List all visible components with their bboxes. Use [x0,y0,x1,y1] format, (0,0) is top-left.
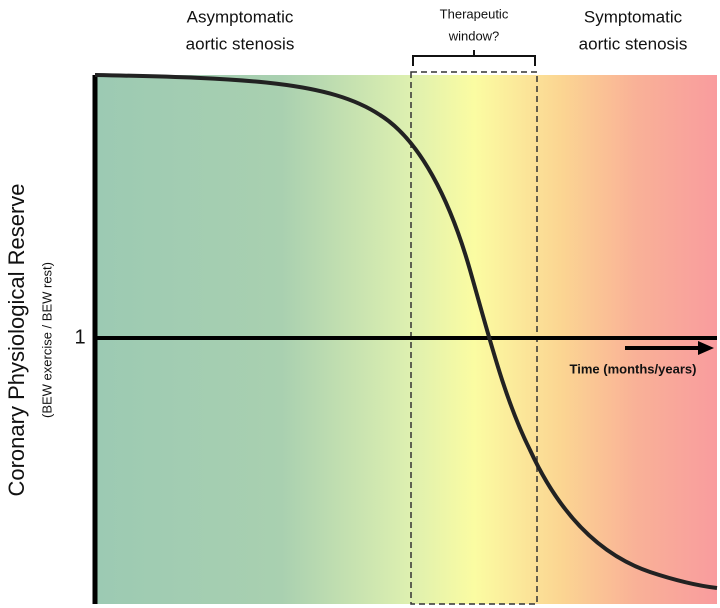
region-label: Asymptomatic [187,7,294,26]
y-axis-title: Coronary Physiological Reserve [4,183,29,496]
region-label: Therapeutic [440,6,509,21]
time-arrowhead [698,341,714,355]
region-label: window? [448,28,500,43]
y-reference-label: 1 [74,326,85,348]
y-axis-subtitle: (BEW exercise / BEW rest) [39,262,54,418]
region-label: Symptomatic [584,7,683,26]
reserve-curve [94,73,718,590]
region-label: aortic stenosis [579,34,688,53]
region-label: aortic stenosis [186,34,295,53]
bracket [412,50,536,66]
x-axis-title: Time (months/years) [570,361,697,376]
